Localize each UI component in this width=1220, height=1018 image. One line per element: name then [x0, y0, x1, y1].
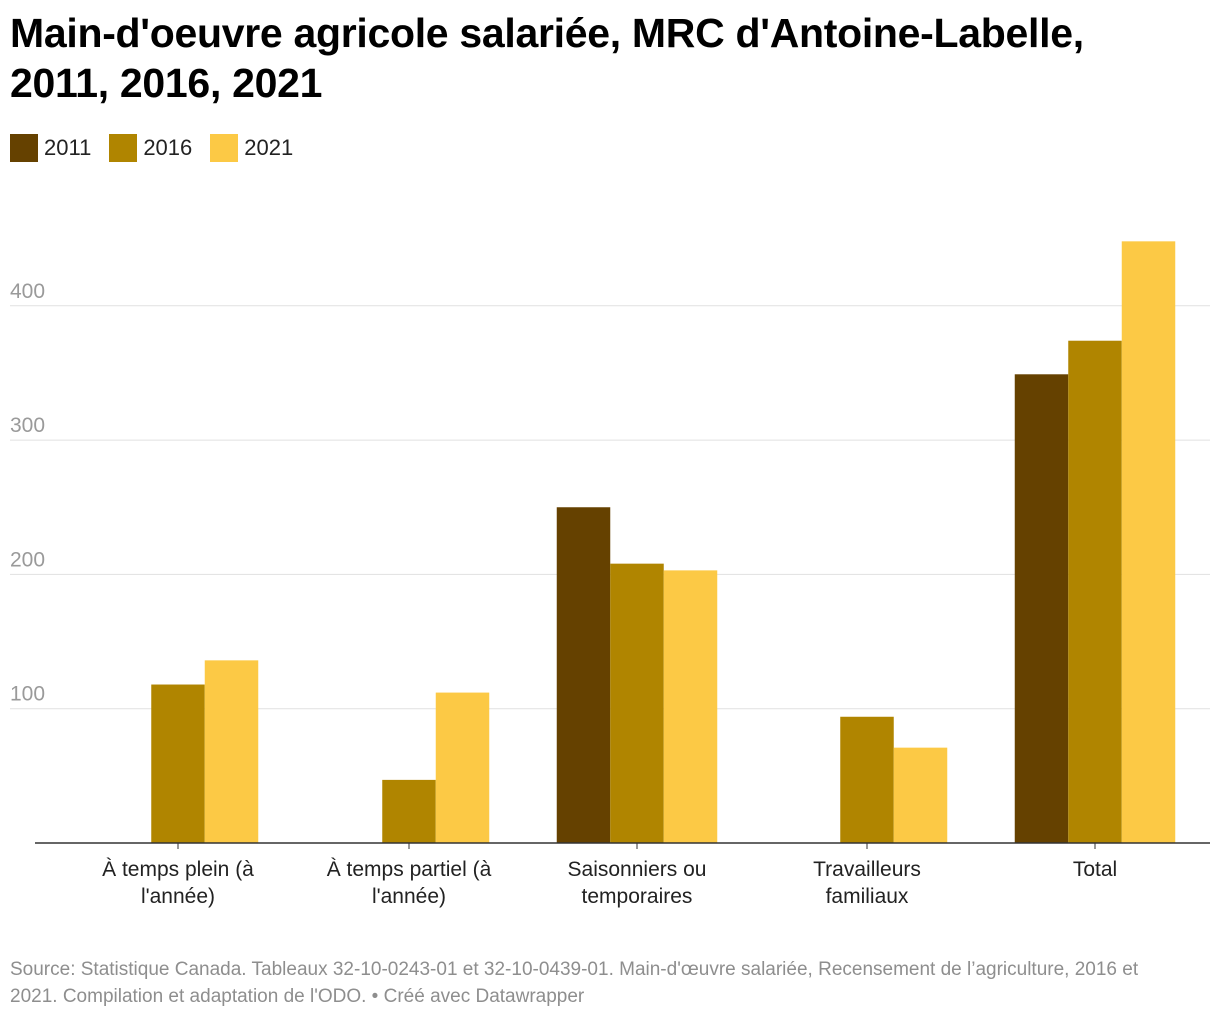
legend-swatch-2021	[210, 134, 239, 162]
legend-label-2011: 2011	[44, 135, 92, 160]
bar-2011-4	[1014, 374, 1069, 843]
x-tick-label-0: À temps plein (à l'année)	[102, 858, 254, 908]
x-tick-label-2: Saisonniers ou temporaires	[568, 858, 707, 908]
legend-label-2021: 2021	[244, 135, 294, 160]
x-tick-label-line: À temps plein (à	[102, 858, 254, 881]
y-tick-label-300: 300	[10, 414, 45, 437]
x-tick-label-3: Travailleurs familiaux	[813, 858, 921, 908]
legend-item-2021: 2021	[210, 134, 293, 162]
bar-2016-2	[610, 563, 664, 843]
x-tick-label-line: familiaux	[826, 885, 909, 908]
bar-2016-3	[840, 716, 894, 843]
legend-label-2016: 2016	[143, 135, 193, 160]
x-tick-label-line: temporaires	[582, 885, 693, 908]
bar-2011-2	[556, 507, 611, 843]
bar-2016-4	[1068, 340, 1122, 843]
x-tick-label-line: Travailleurs	[813, 858, 921, 881]
bar-2021-1	[435, 692, 490, 843]
y-tick-label-400: 400	[10, 280, 45, 303]
bar-2021-0	[204, 660, 259, 843]
legend-swatch-2011	[10, 134, 38, 162]
bar-2021-2	[663, 570, 718, 843]
bar-2016-1	[382, 779, 436, 843]
source-footer: Source: Statistique Canada. Tableaux 32-…	[10, 959, 1139, 1007]
legend-item-2016: 2016	[109, 134, 192, 162]
legend: 2011 2016 2021	[10, 134, 311, 162]
legend-swatch-2016	[109, 134, 138, 162]
chart-title: Main-d'oeuvre agricole salariée, MRC d'A…	[10, 10, 1084, 106]
legend-item-2011: 2011	[10, 134, 91, 162]
bar-2021-3	[893, 747, 948, 843]
x-tick-label-1: À temps partiel (à l'année)	[327, 858, 492, 908]
x-tick-label-line: l'année)	[372, 885, 446, 908]
bar-2021-4	[1121, 241, 1176, 843]
x-tick-label-4: Total	[1073, 858, 1117, 881]
x-tick-label-line: Total	[1073, 858, 1117, 881]
y-tick-label-100: 100	[10, 683, 45, 706]
bar-2016-0	[151, 684, 205, 843]
x-tick-label-line: l'année)	[141, 885, 215, 908]
y-tick-label-200: 200	[10, 548, 45, 571]
x-tick-label-line: À temps partiel (à	[327, 858, 492, 881]
x-tick-label-line: Saisonniers ou	[568, 858, 707, 881]
